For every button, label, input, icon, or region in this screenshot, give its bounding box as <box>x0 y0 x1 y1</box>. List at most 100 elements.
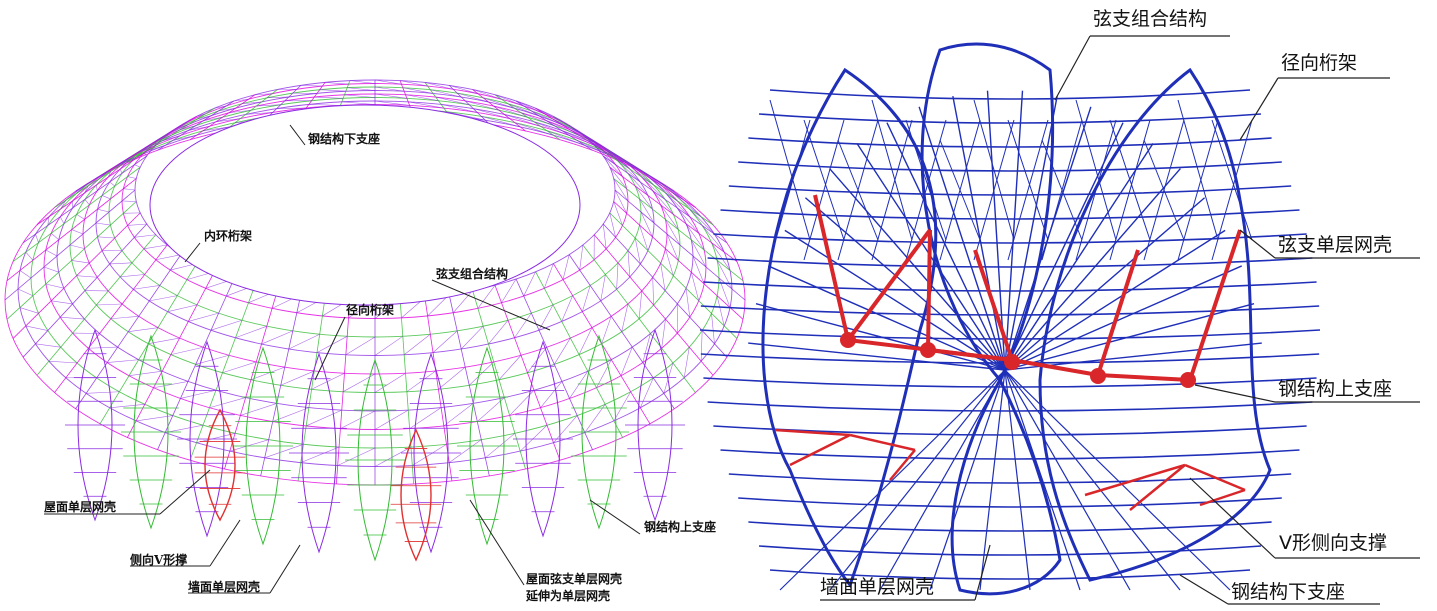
radial-member <box>583 245 696 393</box>
diagonal-brace <box>554 338 570 364</box>
diagonal-brace <box>701 331 702 362</box>
lower-chord <box>930 370 1005 590</box>
radial-truss-frame <box>700 44 1320 594</box>
diagonal-brace <box>301 85 323 86</box>
diagonal-brace <box>188 313 218 321</box>
leader-line <box>270 545 300 593</box>
label-steel-upper-support-left: 钢结构上支座 <box>644 521 716 533</box>
horizontal-rib <box>713 426 1306 435</box>
diagonal-brace <box>26 326 48 331</box>
diagonal-brace <box>579 328 592 355</box>
diagonal-brace <box>111 316 139 318</box>
upper-support-node <box>1004 354 1020 370</box>
leader-line <box>1195 385 1275 402</box>
diagonal-brace <box>485 433 515 458</box>
lattice-diagonal <box>1212 120 1252 240</box>
diagonal-brace <box>98 237 115 238</box>
v-brace <box>790 435 850 465</box>
diagonal-brace <box>639 291 642 319</box>
diagonal-brace <box>306 410 342 426</box>
diagonal-brace <box>102 195 110 198</box>
diagonal-brace <box>86 392 119 394</box>
diagonal-brace <box>44 267 59 272</box>
leader-line <box>210 520 240 566</box>
diagonal-brace <box>180 390 216 398</box>
diagonal-brace <box>347 88 375 91</box>
diagonal-brace <box>46 284 64 288</box>
horizontal-rib <box>748 138 1271 147</box>
horizontal-rib <box>770 90 1250 99</box>
diagonal-brace <box>640 199 654 223</box>
diagonal-brace <box>410 408 442 429</box>
lattice-diagonal <box>906 120 946 240</box>
diagonal-brace <box>18 289 33 296</box>
diagonal-brace <box>325 82 348 84</box>
label-v-lateral-bracing: V形侧向支撑 <box>1279 534 1387 553</box>
diagonal-brace <box>691 272 699 301</box>
diagonal-brace <box>96 223 110 225</box>
diagonal-brace <box>211 320 242 330</box>
horizontal-rib <box>700 330 1320 339</box>
diagonal-brace <box>120 169 122 173</box>
diagonal-brace <box>120 275 145 277</box>
diagonal-brace <box>717 296 724 326</box>
diagonal-brace <box>412 444 446 465</box>
diagonal-brace <box>98 209 109 212</box>
diagonal-brace <box>580 245 583 270</box>
label-lateral-v-bracing: 侧向V形撑 <box>130 554 187 566</box>
diagonal-brace <box>301 447 339 463</box>
label-steel-upper-support-right: 钢结构上支座 <box>1278 380 1392 399</box>
leader-line <box>1240 78 1278 140</box>
diagonal-brace <box>375 410 408 429</box>
diagonal-brace <box>223 362 257 373</box>
diagonal-brace <box>686 288 690 317</box>
red-shell-lobe <box>205 410 235 520</box>
diagonal-brace <box>210 398 246 408</box>
diagonal-brace <box>603 224 606 249</box>
horizontal-rib <box>759 114 1261 123</box>
diagonal-brace <box>342 102 375 105</box>
diagonal-brace <box>662 319 666 348</box>
radial-chord <box>1005 169 1180 370</box>
v-brace <box>1200 490 1245 505</box>
lower-chord <box>1005 370 1230 590</box>
diagonal-brace <box>314 97 343 98</box>
diagonal-brace <box>134 235 155 238</box>
diagonal-brace <box>614 179 628 201</box>
diagonal-brace <box>72 230 83 234</box>
diagonal-brace <box>404 334 430 355</box>
diagonal-brace <box>70 245 85 249</box>
lower-chord <box>980 370 1005 590</box>
lattice-diagonal <box>1144 120 1184 260</box>
torus-roof-mesh <box>5 80 745 560</box>
diagonal-brace <box>309 104 341 105</box>
diagonal-brace <box>26 252 33 260</box>
diagonal-brace <box>171 347 203 354</box>
v-brace <box>890 450 915 480</box>
diagonal-brace <box>46 250 57 256</box>
diagonal-brace <box>346 337 375 355</box>
petal-outline <box>952 380 1060 594</box>
red-shell-lobe <box>401 430 431 560</box>
diagonal-brace <box>149 296 177 301</box>
diagonal-brace <box>510 390 534 415</box>
leader-line <box>160 470 210 514</box>
diagonal-brace <box>154 381 189 387</box>
diagonal-brace <box>144 245 167 249</box>
radial-chord <box>1005 266 1242 370</box>
string-brace <box>928 230 930 350</box>
label-roof-string-shell-line1: 屋面弦支单层网壳 <box>526 573 622 585</box>
leader-line <box>1055 36 1090 100</box>
horizontal-rib <box>721 210 1300 219</box>
diagonal-brace <box>621 347 632 376</box>
label-radial-truss-left: 径向桁架 <box>346 304 394 316</box>
leader-line <box>590 500 640 534</box>
label-string-combined-right: 弦支组合结构 <box>1093 10 1207 29</box>
diagonal-brace <box>240 403 276 415</box>
string-brace <box>1098 375 1190 380</box>
diagonal-brace <box>617 263 618 289</box>
diagonal-brace <box>667 234 678 260</box>
diagonal-brace <box>77 214 85 219</box>
diagonal-brace <box>134 165 140 167</box>
diagonal-brace <box>289 334 320 349</box>
